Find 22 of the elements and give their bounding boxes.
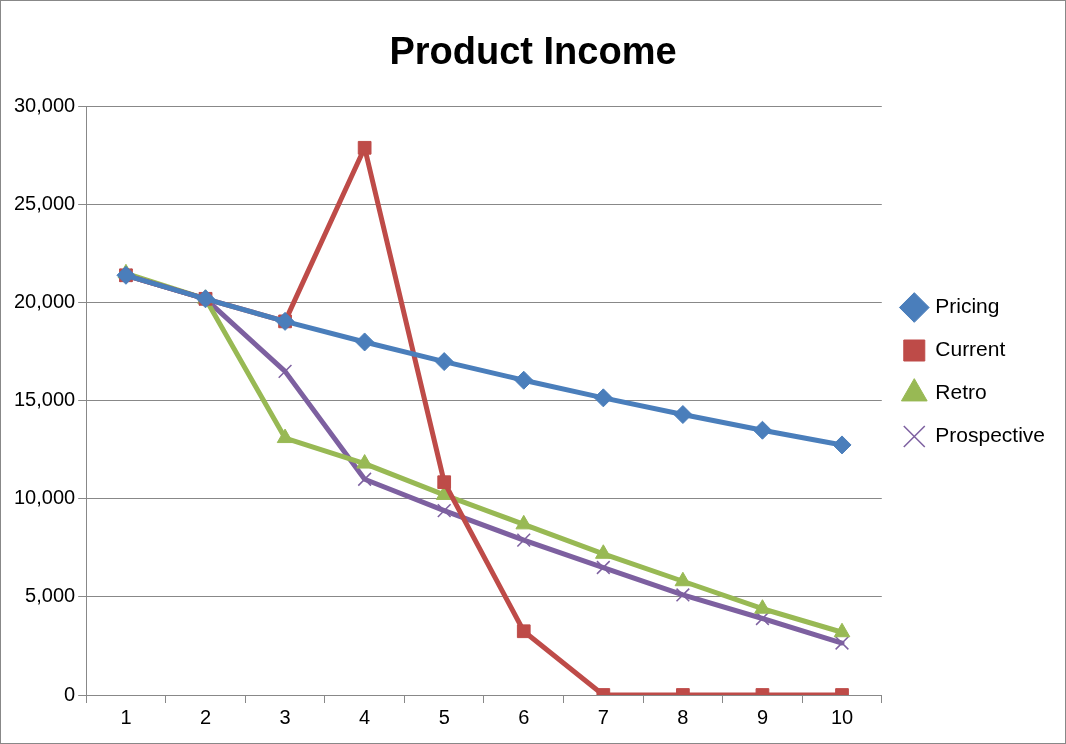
- x-tick-label: 2: [199, 705, 212, 728]
- y-tick-label: 10,000: [14, 486, 76, 509]
- chart-title: Product Income: [389, 30, 677, 73]
- y-tick-label: 20,000: [14, 290, 76, 313]
- y-tick-label: 0: [64, 682, 76, 705]
- legend-label: Current: [935, 337, 1006, 361]
- x-tick-label: 3: [279, 705, 291, 728]
- x-tick-label: 9: [756, 705, 768, 728]
- x-tick-label: 10: [830, 705, 854, 728]
- legend-label: Pricing: [935, 294, 1000, 318]
- x-tick-label: 7: [597, 705, 609, 728]
- x-tick-label: 6: [518, 705, 530, 728]
- y-tick-label: 30,000: [14, 94, 76, 117]
- y-tick-label: 25,000: [14, 192, 76, 215]
- legend-label: Retro: [935, 380, 987, 404]
- x-tick-label: 8: [677, 705, 689, 728]
- y-tick-label: 5,000: [25, 584, 76, 607]
- x-tick-label: 5: [438, 705, 450, 728]
- legend-label: Prospective: [935, 423, 1045, 447]
- y-tick-label: 15,000: [14, 388, 76, 411]
- x-tick-label: 4: [359, 705, 371, 728]
- x-tick-label: 1: [120, 705, 132, 728]
